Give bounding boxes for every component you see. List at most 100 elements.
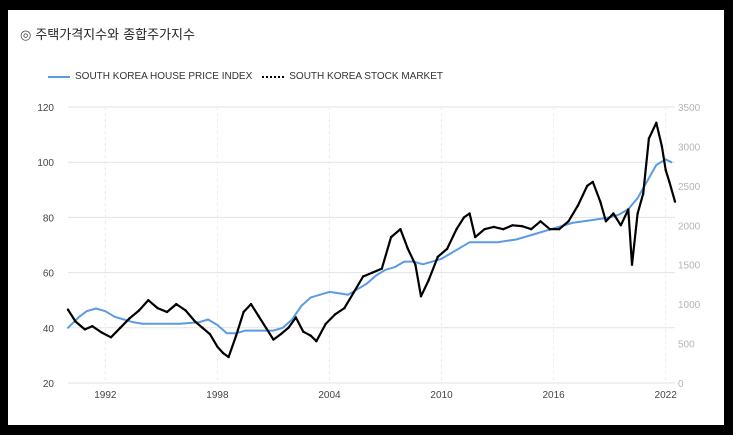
data-point-stock (66, 308, 70, 311)
data-point-house (403, 261, 405, 263)
data-point-stock (414, 263, 417, 266)
data-point-house (142, 323, 144, 325)
x-tick-label: 2004 (318, 390, 341, 401)
target-icon: ◎ (20, 28, 32, 43)
data-point-stock (599, 200, 602, 203)
data-point-stock (91, 325, 94, 328)
y-left-tick-label: 100 (37, 158, 54, 169)
data-point-house (216, 324, 218, 326)
data-point-stock (586, 184, 589, 188)
data-point-stock (604, 220, 608, 223)
data-point-house (263, 330, 265, 332)
x-tick-label: 1992 (94, 390, 117, 401)
data-point-stock (257, 314, 260, 318)
data-point-house (422, 263, 424, 265)
data-point-stock (612, 212, 615, 215)
data-point-house (590, 219, 592, 221)
data-point-stock (242, 310, 245, 314)
data-point-stock (309, 334, 312, 337)
data-point-house (104, 310, 106, 312)
legend-swatch-stock (262, 75, 285, 78)
data-point-stock (627, 208, 630, 211)
data-point-house (123, 318, 125, 321)
data-point-stock (530, 228, 533, 231)
data-point-stock (539, 220, 542, 223)
data-point-house (665, 158, 667, 160)
data-point-house (226, 332, 228, 334)
data-point-stock (399, 228, 402, 231)
data-point-stock (436, 255, 439, 258)
data-point-stock (642, 192, 645, 195)
data-point-stock (636, 212, 639, 215)
data-point-house (384, 269, 387, 271)
data-point-stock (156, 306, 159, 310)
data-point-house (618, 214, 620, 216)
data-point-stock (419, 295, 423, 298)
data-point-stock (165, 310, 169, 314)
data-point-house (198, 321, 200, 323)
data-point-stock (249, 302, 253, 306)
data-point-stock (74, 320, 77, 323)
data-point-stock (492, 225, 495, 229)
data-point-house (272, 330, 274, 332)
legend-item-house[interactable]: SOUTH KOREA HOUSE PRICE INDEX (48, 71, 252, 82)
data-point-stock (389, 235, 393, 239)
data-point-stock (352, 291, 355, 294)
y-right-tick-label: 2000 (678, 221, 701, 232)
data-point-stock (221, 351, 225, 355)
data-point-stock (208, 332, 212, 336)
data-point-house (655, 164, 657, 166)
data-point-stock (216, 345, 219, 348)
data-point-stock (380, 267, 383, 270)
data-point-house (459, 247, 461, 249)
data-point-house (282, 327, 284, 329)
data-point-stock (591, 180, 594, 184)
series-line-stock (66, 121, 677, 359)
data-point-stock (234, 334, 238, 337)
y-right-tick-label: 2500 (678, 182, 701, 193)
data-point-house (254, 330, 256, 332)
data-point-stock (558, 228, 561, 231)
data-point-stock (227, 355, 230, 359)
data-point-house (375, 274, 377, 276)
x-tick-label: 1998 (206, 390, 229, 401)
data-point-house (515, 238, 517, 241)
y-right-tick-label: 1000 (678, 300, 701, 311)
y-right-tick-label: 3500 (678, 103, 701, 114)
y-left-tick-label: 60 (43, 269, 55, 280)
data-point-house (440, 258, 443, 260)
data-point-house (670, 161, 672, 163)
y-right-tick-label: 1500 (678, 261, 701, 272)
legend-swatch-house (48, 75, 70, 78)
data-point-stock (315, 340, 318, 343)
data-point-stock (137, 309, 141, 312)
data-point-stock (100, 331, 103, 334)
data-point-stock (264, 326, 268, 329)
data-point-stock (468, 212, 471, 215)
legend-label-stock: SOUTH KOREA STOCK MARKET (289, 71, 443, 82)
data-point-house (450, 252, 452, 254)
data-point-house (328, 291, 331, 293)
data-point-stock (455, 228, 458, 231)
data-point-house (95, 307, 97, 310)
data-point-stock (294, 316, 298, 319)
legend-item-stock[interactable]: SOUTH KOREA STOCK MARKET (262, 71, 443, 82)
data-point-house (347, 294, 349, 296)
data-point-house (431, 261, 433, 263)
x-tick-label: 2016 (542, 390, 565, 401)
data-point-house (244, 330, 246, 332)
data-point-stock (427, 279, 430, 282)
data-point-stock (371, 271, 374, 274)
data-point-house (291, 318, 293, 321)
data-point-stock (668, 180, 671, 184)
data-point-house (310, 296, 312, 298)
data-point-house (637, 197, 639, 199)
data-point-stock (361, 275, 365, 278)
data-point-house (497, 241, 499, 243)
data-point-house (132, 321, 134, 323)
data-point-stock (630, 263, 634, 266)
data-point-house (646, 180, 648, 183)
data-point-stock (287, 326, 290, 329)
data-point-house (356, 288, 359, 290)
